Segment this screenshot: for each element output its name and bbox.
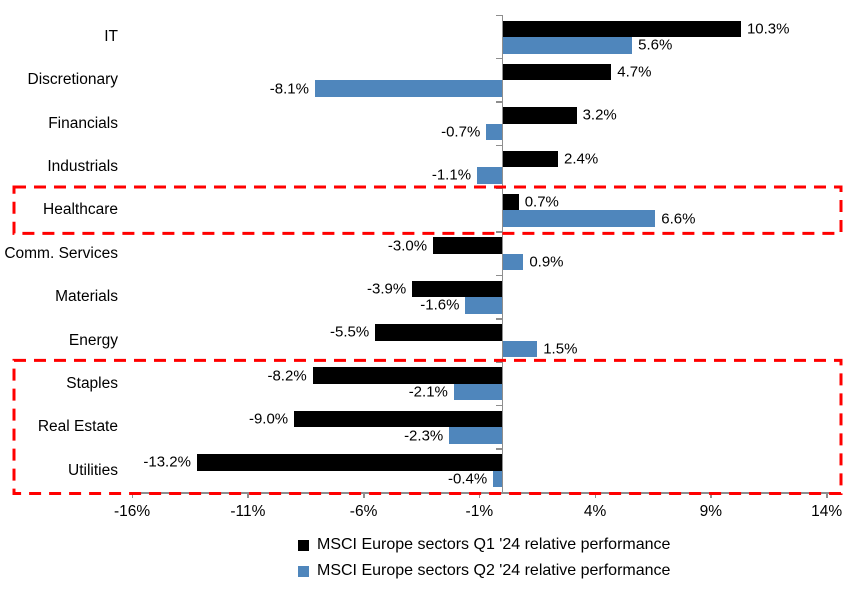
x-axis-tick-label-6: -6% [349, 503, 378, 520]
legend-label-q2: MSCI Europe sectors Q2 '24 relative perf… [317, 562, 671, 579]
value-label-q2-it: 5.6% [638, 36, 673, 54]
bar-q1-financials [502, 107, 577, 124]
bar-q1-real-estate [294, 410, 503, 428]
value-label-q2-utilities: -0.4% [448, 470, 488, 488]
x-axis-tick-4 [594, 492, 597, 498]
y-axis-tick [495, 101, 502, 103]
value-label-q1-staples: -8.2% [267, 367, 307, 385]
bar-q1-materials [412, 280, 503, 298]
legend-marker-q1-icon [298, 539, 309, 551]
bar-q1-discretionary [502, 63, 612, 81]
y-axis-tick [495, 361, 502, 363]
bar-q2-materials [465, 297, 503, 314]
category-label-comm-services: Comm. Services [4, 244, 118, 262]
x-axis-line [131, 492, 841, 494]
x-axis-tick-11 [247, 492, 249, 498]
category-label-financials: Financials [48, 114, 118, 132]
value-label-q2-real-estate: -2.3% [404, 427, 444, 445]
bar-q1-utilities [196, 454, 503, 471]
value-label-q1-discretionary: 4.7% [617, 63, 652, 81]
value-label-q1-industrials: 2.4% [564, 150, 599, 168]
legend-marker-q2-icon [298, 565, 309, 577]
x-axis-tick-label-9: 9% [699, 503, 723, 520]
value-label-q1-comm-services: -3.0% [387, 237, 428, 255]
bar-q2-real-estate [449, 427, 503, 444]
bar-q2-financials [486, 123, 503, 141]
value-label-q1-it: 10.3% [746, 20, 790, 38]
x-axis-tick-label-1: -1% [465, 503, 494, 520]
bar-q2-it [502, 37, 633, 54]
y-axis-tick [495, 187, 502, 190]
legend-label-q1: MSCI Europe sectors Q1 '24 relative perf… [317, 536, 671, 553]
bar-q1-comm-services [433, 237, 503, 254]
category-label-materials: Materials [55, 288, 118, 306]
value-label-q2-industrials: -1.1% [431, 166, 472, 184]
category-label-it: IT [104, 28, 118, 45]
x-axis-tick-label-4: 4% [583, 503, 607, 520]
value-label-q2-energy: 1.5% [543, 340, 578, 358]
legend-item-q1: MSCI Europe sectors Q1 '24 relative perf… [298, 536, 670, 554]
category-label-utilities: Utilities [68, 461, 118, 479]
x-axis-tick-9 [710, 492, 712, 498]
value-label-q2-comm-services: 0.9% [529, 253, 564, 271]
x-axis-tick-label-16: -16% [114, 503, 151, 520]
y-axis-line [501, 15, 503, 492]
value-label-q1-healthcare: 0.7% [524, 193, 559, 211]
bar-q2-energy [502, 340, 538, 358]
value-label-q2-materials: -1.6% [420, 296, 460, 314]
x-axis-tick-label-11: -11% [230, 503, 266, 520]
legend: MSCI Europe sectors Q1 '24 relative perf… [298, 536, 670, 588]
bar-q2-staples [453, 383, 503, 401]
value-label-q1-real-estate: -9.0% [248, 410, 289, 428]
category-label-healthcare: Healthcare [43, 201, 118, 219]
x-axis-tick-label-14: 14% [811, 503, 843, 520]
value-label-q2-healthcare: 6.6% [661, 210, 696, 228]
y-axis-tick [495, 318, 502, 320]
x-axis-tick-1 [478, 492, 481, 498]
highlight-box-healthcare [12, 185, 843, 235]
bar-q1-staples [312, 367, 503, 384]
y-axis-tick [495, 404, 502, 407]
category-label-discretionary: Discretionary [27, 71, 118, 89]
y-axis-tick [495, 274, 502, 277]
category-label-staples: Staples [66, 374, 118, 392]
value-label-q1-energy: -5.5% [329, 323, 370, 341]
category-label-industrials: Industrials [47, 158, 118, 176]
y-axis-tick [495, 57, 502, 60]
y-axis-tick [495, 144, 502, 147]
y-axis-tick [495, 14, 502, 16]
bar-q2-discretionary [314, 80, 503, 97]
value-label-q2-staples: -2.1% [408, 383, 448, 401]
bar-q2-healthcare [502, 210, 656, 227]
y-axis-tick [495, 448, 502, 450]
bar-q1-it [502, 20, 741, 37]
bar-q1-energy [375, 324, 503, 341]
value-label-q2-discretionary: -8.1% [269, 80, 309, 98]
x-axis-tick-14 [826, 492, 828, 498]
value-label-q1-materials: -3.9% [367, 280, 407, 298]
category-label-energy: Energy [68, 331, 118, 349]
x-axis-tick-6 [363, 492, 365, 498]
bar-q1-industrials [502, 150, 559, 168]
value-label-q2-financials: -0.7% [441, 123, 481, 141]
value-label-q1-financials: 3.2% [582, 106, 617, 124]
x-axis-tick-16 [131, 492, 134, 498]
category-label-real-estate: Real Estate [37, 418, 118, 436]
bar-q1-healthcare [502, 193, 519, 211]
bar-q2-industrials [477, 167, 503, 184]
y-axis-tick [495, 231, 502, 233]
value-label-q1-utilities: -13.2% [143, 453, 191, 471]
legend-item-q2: MSCI Europe sectors Q2 '24 relative perf… [298, 562, 670, 580]
bar-q2-comm-services [502, 253, 524, 271]
